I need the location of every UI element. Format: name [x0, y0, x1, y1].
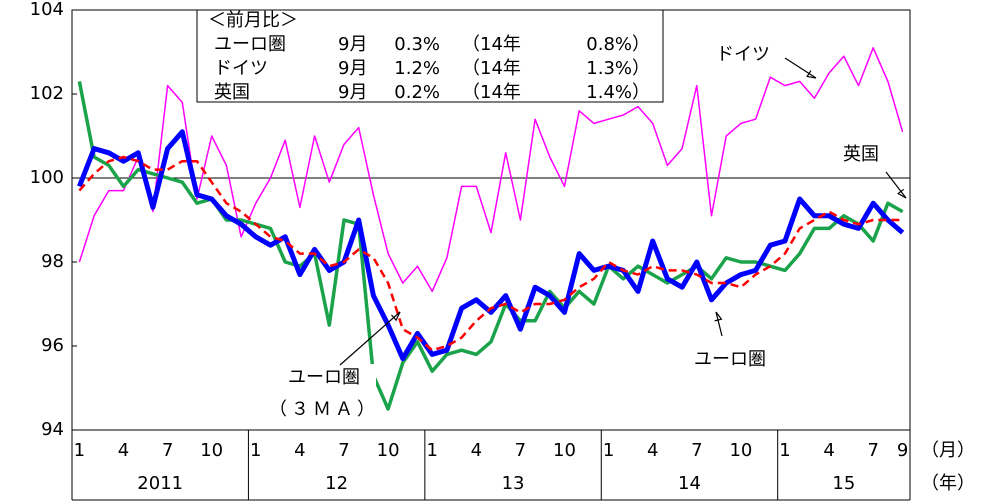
note-cell: 1.3%） [586, 58, 650, 79]
note-title: ＜前月比＞ [208, 10, 298, 31]
annotation-bg [836, 143, 886, 167]
note-cell: 英国 [214, 82, 250, 103]
note-cell: （14年 [462, 34, 521, 55]
annotation-arrow [339, 311, 401, 366]
year-label: 13 [502, 473, 525, 494]
series-label: ユーロ圏 [694, 349, 766, 370]
note-cell: 0.8%） [586, 34, 650, 55]
x-tick-label: 9 [897, 440, 908, 461]
x-tick-label: 10 [553, 440, 576, 461]
note-cell: 9月 [338, 58, 367, 79]
series-label: ユーロ圏 [288, 367, 360, 388]
annotation-bg [702, 42, 784, 66]
note-cell: 1.2% [394, 58, 440, 79]
x-tick-label: 1 [603, 440, 614, 461]
x-tick-label: 1 [779, 440, 790, 461]
x-tick-label: 4 [647, 440, 658, 461]
note-cell: ドイツ [214, 58, 268, 79]
x-tick-label: 10 [729, 440, 752, 461]
y-tick-label: 98 [41, 251, 64, 272]
x-tick-label: 1 [250, 440, 261, 461]
annotation-arrowhead [897, 188, 907, 199]
x-tick-label: 7 [868, 440, 879, 461]
note-cell: 0.2% [394, 82, 440, 103]
annotation-arrow [885, 171, 907, 199]
note-cell: （14年 [462, 58, 521, 79]
annotation-arrowhead [714, 311, 723, 322]
series-label: ドイツ [716, 44, 770, 65]
annotation-arrowhead [806, 70, 817, 79]
series-line [78, 155, 903, 352]
note-cell: ユーロ圏 [214, 34, 286, 55]
x-tick-label: 7 [162, 440, 173, 461]
x-tick-label: 7 [515, 440, 526, 461]
note-cell: 9月 [338, 34, 367, 55]
y-tick-label: 94 [41, 419, 64, 440]
x-tick-label: 10 [377, 440, 400, 461]
note-cell: 0.3% [394, 34, 440, 55]
note-cell: （14年 [462, 82, 521, 103]
note-box [196, 9, 664, 103]
x-tick-label: 4 [118, 440, 129, 461]
annotation-arrow [784, 57, 817, 79]
x-tick-label: 10 [200, 440, 223, 461]
x-tick-label: 4 [471, 440, 482, 461]
annotation-arrow [715, 311, 723, 337]
y-tick-label: 100 [30, 167, 64, 188]
y-tick-label: 104 [30, 0, 64, 20]
x-tick-label: 7 [691, 440, 702, 461]
y-tick-label: 96 [41, 335, 64, 356]
year-label: 2011 [137, 473, 183, 494]
year-label: 15 [832, 473, 855, 494]
series-label: （３ＭＡ） [269, 399, 379, 420]
x-tick-label: 1 [74, 440, 85, 461]
series-line [77, 129, 905, 362]
year-label: 12 [325, 473, 348, 494]
note-cell: 9月 [338, 82, 367, 103]
y-tick-label: 102 [30, 83, 64, 104]
year-label: 14 [678, 473, 701, 494]
series-label: 英国 [843, 144, 879, 165]
x-unit: （月） [921, 440, 975, 461]
x-unit: （年） [921, 473, 975, 494]
x-tick-label: 4 [823, 440, 834, 461]
note-cell: 1.4%） [586, 82, 650, 103]
series-line [78, 47, 904, 293]
annotation-bg [272, 364, 376, 422]
x-tick-label: 7 [338, 440, 349, 461]
x-tick-label: 1 [426, 440, 437, 461]
x-tick-label: 4 [294, 440, 305, 461]
annotation-arrowhead [391, 311, 401, 322]
